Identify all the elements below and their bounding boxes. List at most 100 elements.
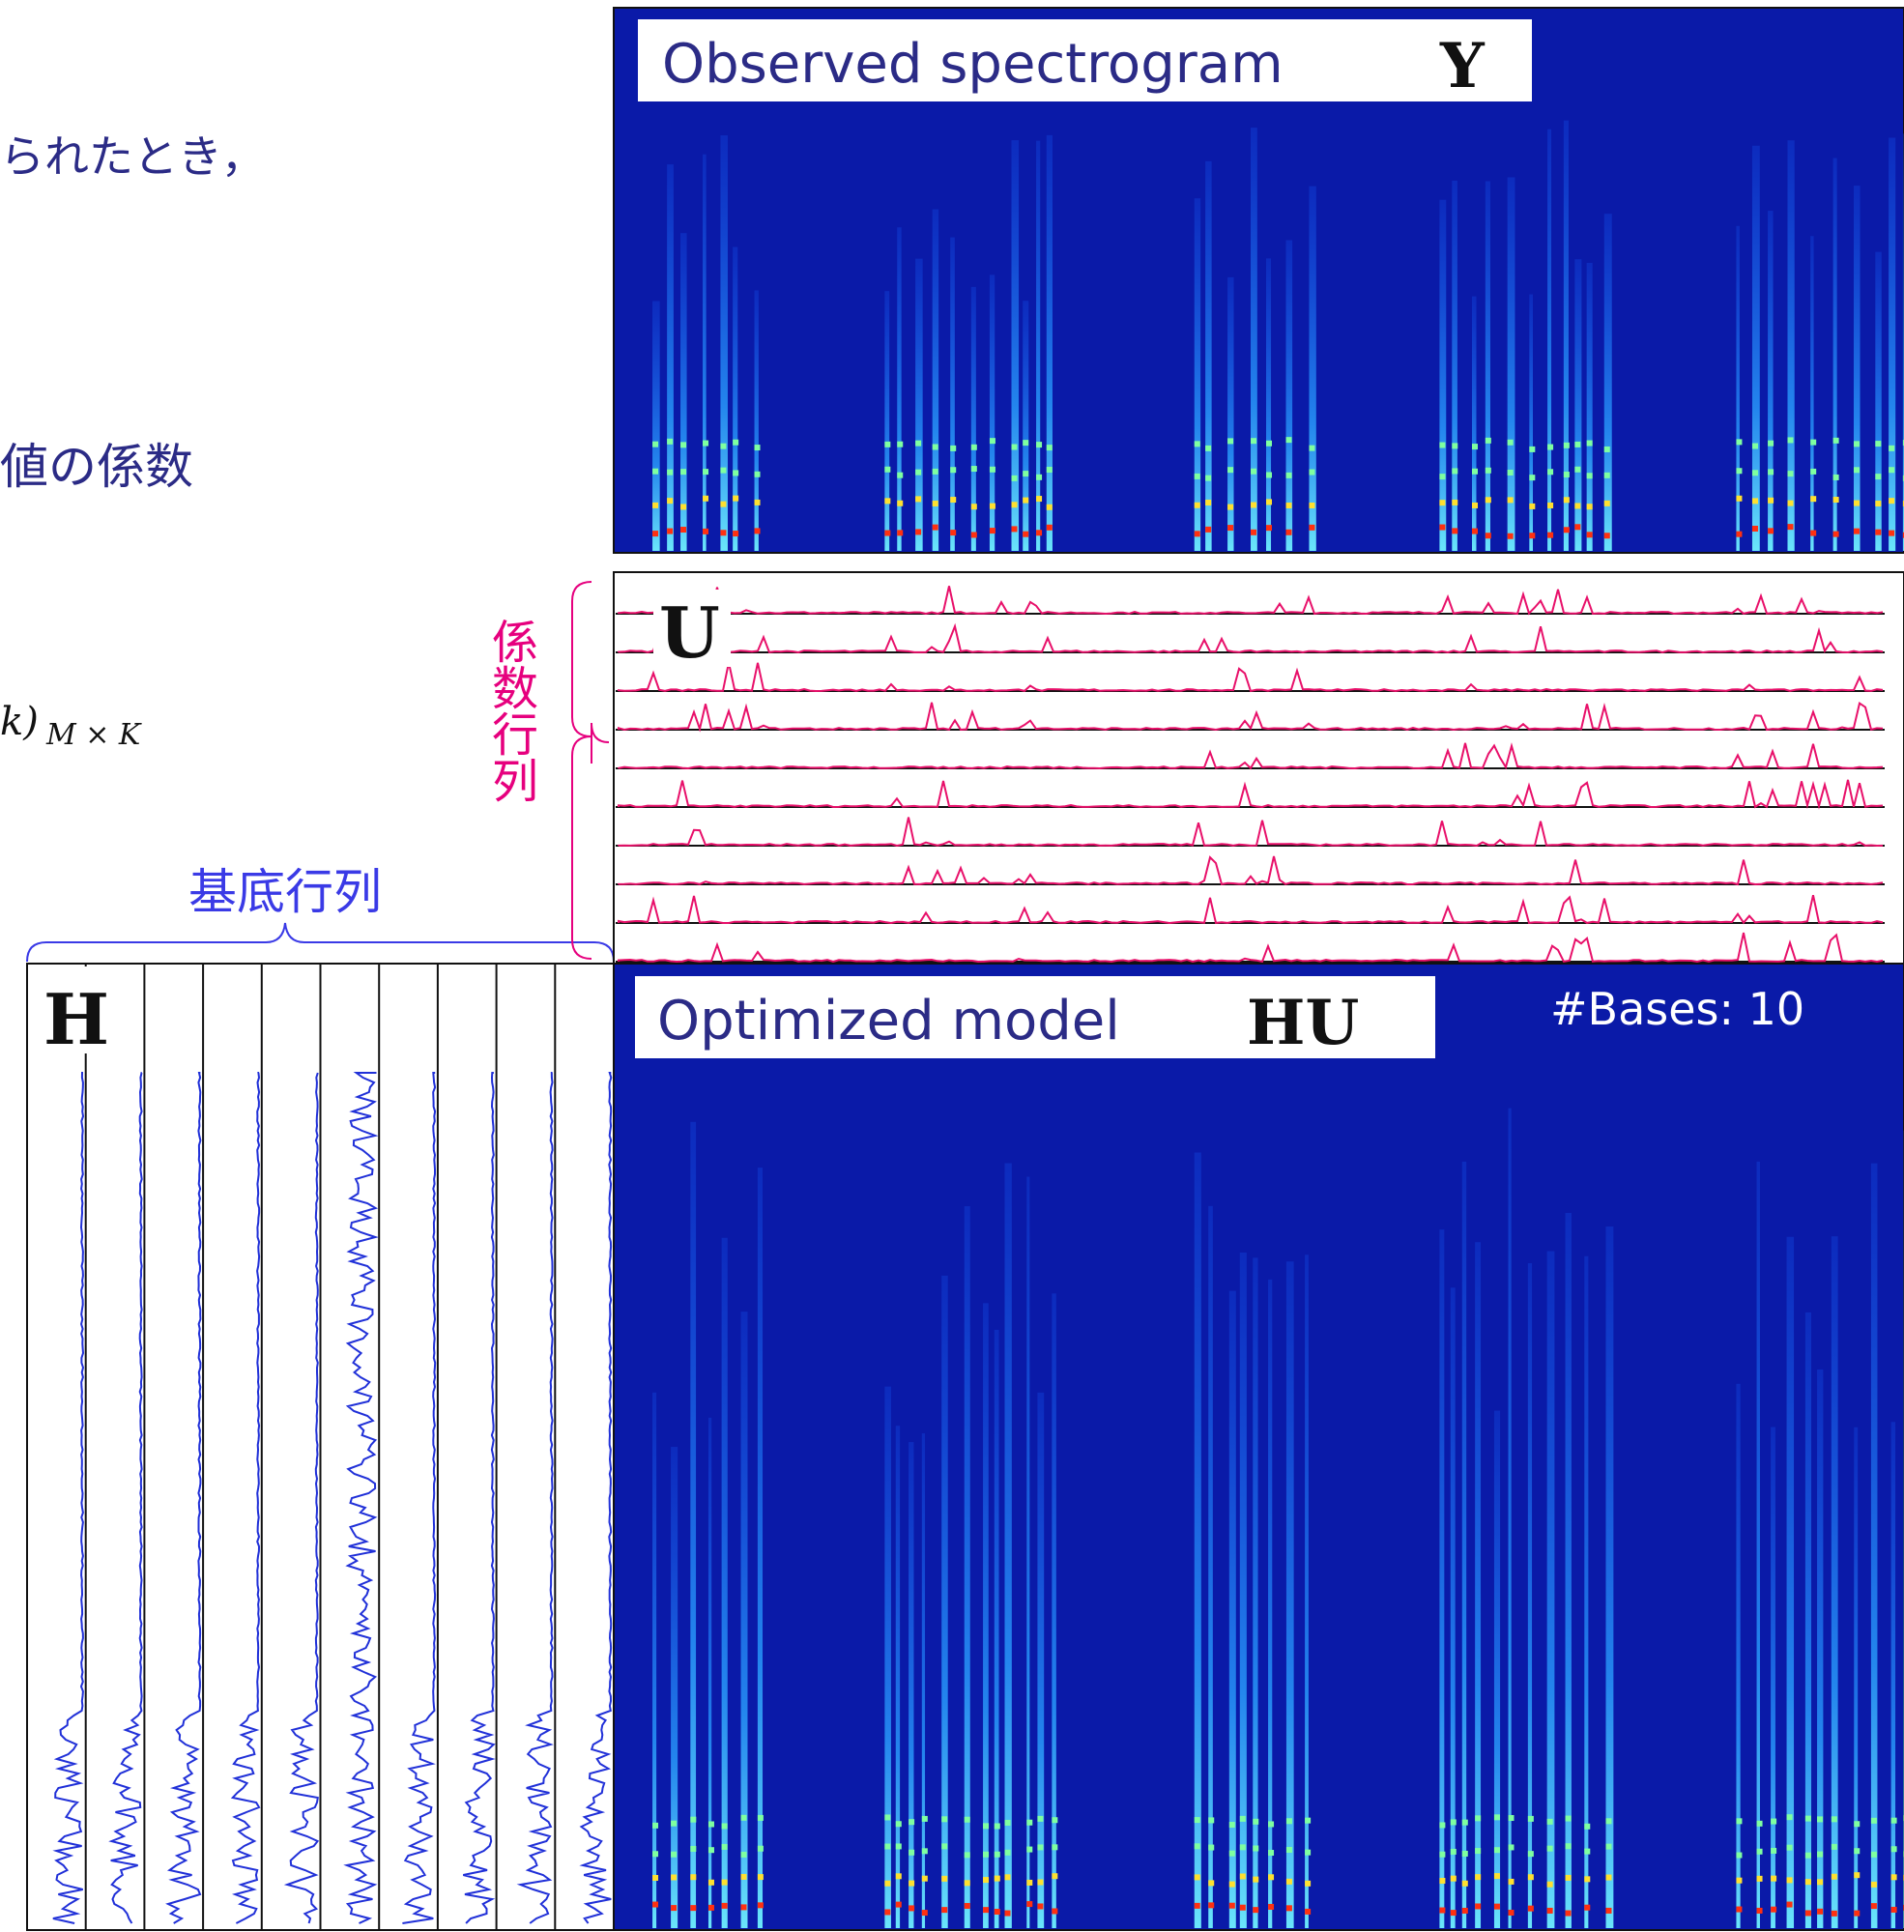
- harmonic: [720, 468, 726, 474]
- stripe: [1564, 121, 1569, 551]
- stripe: [733, 247, 737, 551]
- harmonic: [1752, 498, 1758, 504]
- harmonic: [1227, 438, 1233, 444]
- harmonic: [667, 529, 673, 534]
- harmonic: [1494, 1904, 1500, 1910]
- harmonic: [1439, 443, 1445, 448]
- harmonic: [1004, 1874, 1010, 1880]
- harmonic: [1004, 1911, 1010, 1917]
- harmonic: [884, 1909, 890, 1915]
- harmonic: [720, 502, 726, 507]
- harmonic: [1752, 444, 1758, 449]
- harmonic: [1547, 1846, 1553, 1852]
- harmonic: [1240, 1816, 1246, 1822]
- harmonic: [1604, 501, 1610, 506]
- harmonic: [950, 497, 956, 503]
- harmonic: [884, 467, 890, 473]
- harmonic: [690, 1874, 696, 1880]
- harmonic: [884, 1844, 890, 1850]
- basis-label: 基底行列: [188, 864, 382, 920]
- harmonic: [1208, 1902, 1214, 1908]
- harmonic: [1305, 1818, 1311, 1824]
- harmonic: [1036, 475, 1042, 480]
- harmonic: [1047, 505, 1053, 510]
- harmonic: [758, 1902, 764, 1908]
- harmonic: [1494, 1847, 1500, 1853]
- harmonic: [1266, 441, 1272, 447]
- harmonic: [1736, 1853, 1742, 1859]
- harmonic: [1871, 1852, 1877, 1858]
- harmonic: [703, 469, 708, 475]
- harmonic: [1771, 1876, 1776, 1882]
- harmonic: [1472, 444, 1478, 449]
- harmonic: [1528, 1874, 1534, 1880]
- harmonic: [720, 444, 726, 449]
- slide: られたとき， 値の係数 k) M × K 係数行列 基底行列 Observed …: [0, 0, 1904, 1932]
- harmonic: [1240, 1844, 1246, 1850]
- harmonic: [1810, 531, 1816, 536]
- harmonic: [1195, 1817, 1200, 1823]
- harmonic: [1787, 501, 1793, 506]
- harmonic: [1026, 1820, 1032, 1826]
- harmonic: [1547, 533, 1553, 538]
- harmonic: [933, 501, 938, 506]
- stripe: [1508, 177, 1515, 551]
- harmonic: [1208, 1817, 1214, 1823]
- coef-brace: [591, 723, 609, 764]
- harmonic: [1566, 1911, 1572, 1917]
- harmonic: [1564, 527, 1570, 533]
- formula-subscript: M × K: [45, 718, 142, 752]
- harmonic: [1528, 1906, 1534, 1912]
- harmonic: [1023, 471, 1028, 476]
- harmonic: [1462, 1820, 1468, 1826]
- harmonic: [720, 530, 726, 535]
- harmonic: [708, 1847, 714, 1853]
- harmonic: [1305, 1850, 1311, 1856]
- harmonic: [1871, 1903, 1877, 1909]
- harmonic: [1757, 1821, 1763, 1827]
- harmonic: [1547, 469, 1553, 475]
- harmonic: [758, 1815, 764, 1821]
- harmonic: [1854, 1848, 1860, 1854]
- stripe: [1305, 1254, 1309, 1928]
- harmonic: [1452, 528, 1457, 533]
- harmonic: [884, 531, 890, 536]
- harmonic: [1736, 532, 1742, 537]
- harmonic: [680, 469, 686, 475]
- stripe: [1529, 295, 1533, 551]
- slide-text: られたとき，: [0, 130, 266, 183]
- stripe: [690, 1122, 696, 1928]
- stripe: [1528, 1263, 1532, 1928]
- harmonic: [1195, 503, 1200, 508]
- harmonic: [1309, 470, 1314, 476]
- harmonic: [758, 1874, 764, 1880]
- stripe: [971, 287, 976, 551]
- harmonic: [1251, 530, 1256, 535]
- harmonic: [1208, 1880, 1214, 1886]
- stripe: [1266, 258, 1271, 551]
- harmonic: [1451, 1819, 1457, 1825]
- stripe: [995, 1330, 999, 1928]
- harmonic: [1451, 1849, 1457, 1855]
- harmonic: [1529, 475, 1535, 480]
- harmonic: [1253, 1819, 1258, 1825]
- harmonic: [1475, 1903, 1481, 1909]
- harmonic: [1805, 1879, 1811, 1885]
- stripe: [1452, 181, 1457, 551]
- stripe: [1052, 1293, 1055, 1928]
- harmonic: [1195, 1903, 1200, 1909]
- stripe: [680, 233, 687, 551]
- harmonic: [1832, 1816, 1837, 1822]
- harmonic: [1439, 1852, 1445, 1858]
- harmonic: [983, 1877, 989, 1883]
- harmonic: [1439, 1822, 1445, 1828]
- harmonic: [933, 444, 938, 449]
- harmonic: [1854, 1821, 1860, 1827]
- harmonic: [1566, 1843, 1572, 1849]
- harmonic: [1771, 1907, 1776, 1913]
- harmonic: [1854, 1872, 1860, 1878]
- harmonic: [1286, 1818, 1292, 1824]
- harmonic: [1439, 1908, 1445, 1914]
- harmonic: [1833, 497, 1839, 503]
- harmonic: [690, 1817, 696, 1823]
